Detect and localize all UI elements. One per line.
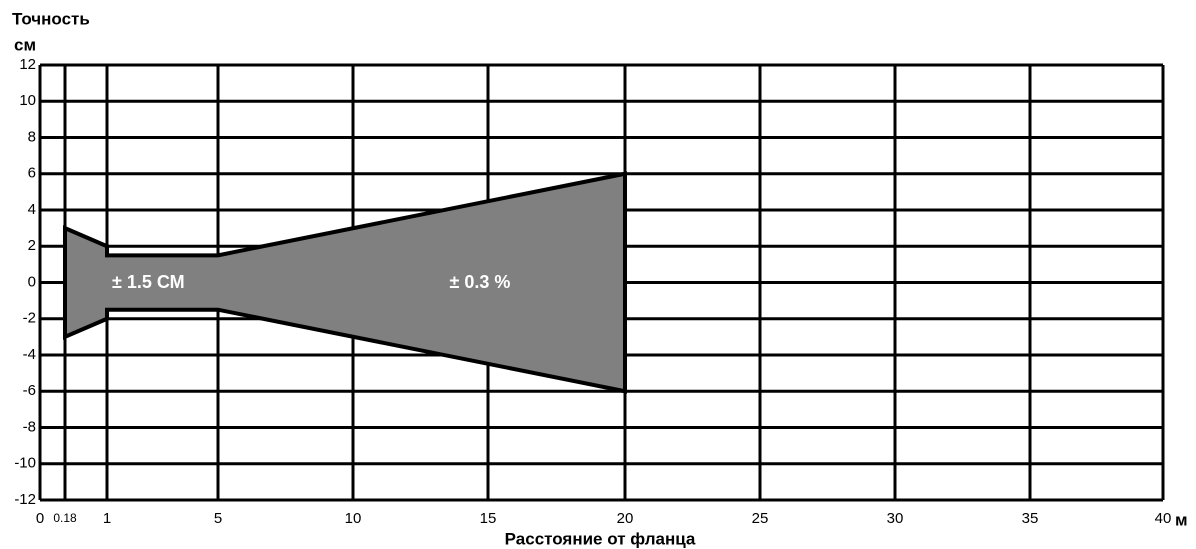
y-tick-label: 4 xyxy=(28,201,36,218)
x-tick-label: 1 xyxy=(103,510,111,527)
y-axis-label: Точность xyxy=(12,9,90,28)
y-tick-label: 2 xyxy=(28,237,36,254)
y-tick-label: -10 xyxy=(14,455,36,472)
annotation: ± 0.3 % xyxy=(450,272,511,292)
accuracy-envelope xyxy=(63,171,627,394)
x-axis-unit: м xyxy=(1175,510,1188,529)
x-tick-label: 0 xyxy=(36,510,44,527)
x-tick-label: 0.18 xyxy=(53,511,77,525)
y-tick-label: -2 xyxy=(23,310,36,327)
x-tick-label: 10 xyxy=(345,510,362,527)
y-tick-label: 6 xyxy=(28,165,36,182)
annotation: ± 1.5 СМ xyxy=(112,272,185,292)
y-tick-label: -12 xyxy=(14,491,36,508)
x-tick-label: 25 xyxy=(752,510,769,527)
x-tick-label: 15 xyxy=(480,510,497,527)
y-tick-label: 8 xyxy=(28,128,36,145)
y-axis-unit: см xyxy=(14,35,36,54)
x-axis-label: Расстояние от фланца xyxy=(505,529,696,548)
y-tick-label: -8 xyxy=(23,418,36,435)
x-tick-label: 35 xyxy=(1022,510,1039,527)
y-tick-label: 10 xyxy=(19,92,36,109)
x-tick-label: 30 xyxy=(887,510,904,527)
y-tick-label: 0 xyxy=(28,273,36,290)
x-tick-label: 5 xyxy=(214,510,222,527)
x-tick-label: 20 xyxy=(617,510,634,527)
y-tick-label: -6 xyxy=(23,382,36,399)
y-tick-label: -4 xyxy=(23,346,36,363)
y-tick-label: 12 xyxy=(19,56,36,73)
x-tick-label: 40 xyxy=(1155,510,1172,527)
